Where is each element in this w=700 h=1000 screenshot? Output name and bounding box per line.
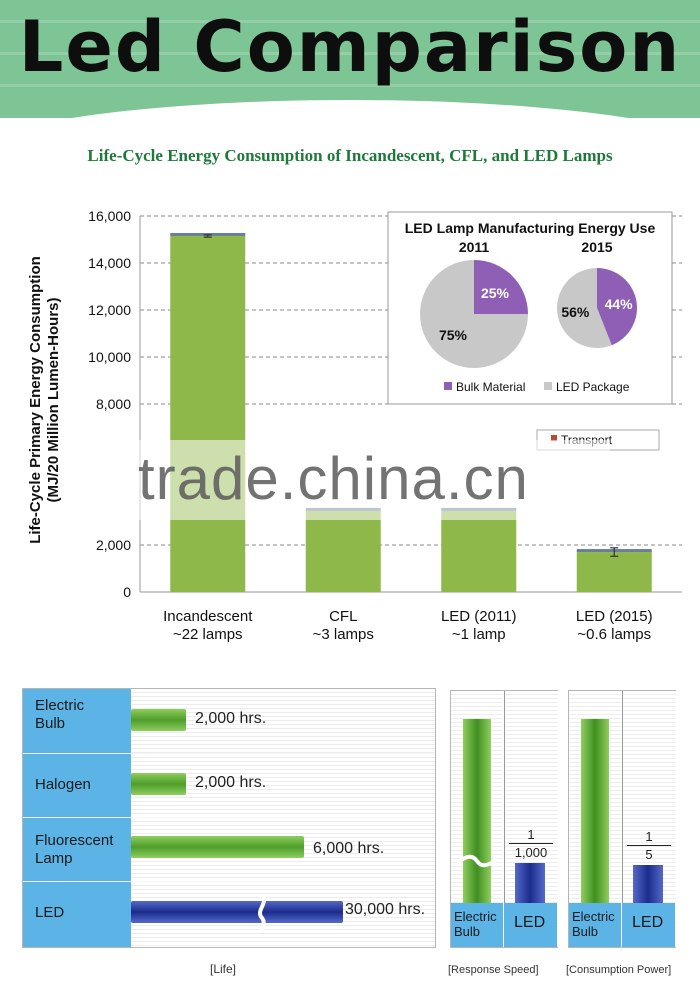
pie-slice <box>420 260 528 368</box>
life-value: 6,000 hrs. <box>313 840 385 857</box>
legend-label: Bulk Material <box>456 380 525 394</box>
title-banner: Led Comparison <box>0 0 700 118</box>
x-tick-label: LED (2011) <box>441 608 517 625</box>
axis-break-icon <box>258 894 266 932</box>
bar-label: LED <box>622 903 675 947</box>
life-bar <box>131 836 304 858</box>
watermark-band: trade.china.cn <box>90 440 610 520</box>
row-label: LED <box>23 882 131 947</box>
response-led-value: 1 1,000 <box>509 827 553 860</box>
y-axis-label-line2: (MJ/20 Million Lumen-Hours) <box>45 297 62 502</box>
inset-title: LED Lamp Manufacturing Energy Use <box>405 220 656 236</box>
x-tick-note: ~3 lamps <box>313 626 374 643</box>
pie-year: 2015 <box>581 239 612 255</box>
bar-label: LED <box>504 903 557 947</box>
pie-slice <box>474 260 528 314</box>
watermark-text: trade.china.cn <box>138 445 529 512</box>
life-bar <box>131 901 343 923</box>
axis-break-icon <box>457 854 497 868</box>
x-tick-label: Incandescent <box>163 608 253 625</box>
x-tick-note: ~1 lamp <box>452 626 506 643</box>
y-tick-label: 12,000 <box>88 302 131 318</box>
life-bar <box>131 773 186 795</box>
life-row: Halogen 2,000 hrs. <box>23 754 435 817</box>
bar <box>441 510 517 592</box>
legend-label: LED Package <box>556 380 630 394</box>
life-value: 30,000 hrs. <box>345 901 426 918</box>
x-tick-note: ~0.6 lamps <box>577 626 651 643</box>
x-tick-note: ~22 lamps <box>173 626 243 643</box>
y-axis-label: Life-Cycle Primary Energy Consumption <box>27 256 44 544</box>
chart-subtitle: Life-Cycle Energy Consumption of Incande… <box>87 146 613 165</box>
life-panel: Electric Bulb 2,000 hrs. Halogen 2,000 hr… <box>22 688 436 948</box>
x-tick-label: LED (2015) <box>576 608 653 625</box>
legend-swatch <box>551 435 557 441</box>
legend-swatch <box>544 382 552 390</box>
life-bar <box>131 709 186 731</box>
pie-slice-label: 44% <box>605 296 634 312</box>
bar-label: Electric Bulb <box>569 903 621 947</box>
power-bar-led <box>633 865 663 903</box>
life-caption: [Life] <box>210 962 237 976</box>
x-tick-label: CFL <box>329 608 357 625</box>
response-bar-bulb <box>463 719 491 903</box>
bar <box>170 235 246 592</box>
bar <box>305 510 381 592</box>
y-tick-label: 2,000 <box>96 537 131 553</box>
pie-slice-label: 56% <box>561 304 590 320</box>
y-tick-label: 16,000 <box>88 208 131 224</box>
pie-slice <box>557 268 612 348</box>
response-speed-panel: 1 1,000 Electric Bulb LED <box>450 690 558 948</box>
bar-label: Electric Bulb <box>451 903 503 947</box>
bar <box>576 552 652 592</box>
row-label: Electric Bulb <box>23 689 131 753</box>
power-caption: [Consumption Power] <box>566 964 672 976</box>
row-label: Fluorescent Lamp <box>23 818 131 881</box>
energy-chart: 16,000 14,000 12,000 10,000 8,000 2,000 0 Life-… <box>27 208 682 643</box>
pie-year: 2011 <box>459 239 490 255</box>
page-title: Led Comparison <box>18 6 682 88</box>
y-tick-label: 8,000 <box>96 396 131 412</box>
response-caption: [Response Speed] <box>448 964 539 976</box>
y-tick-label: 10,000 <box>88 349 131 365</box>
pie-slice <box>597 268 637 346</box>
life-row: Electric Bulb 2,000 hrs. <box>23 689 435 753</box>
response-bar-led <box>515 863 545 903</box>
y-tick-label: 14,000 <box>88 255 131 271</box>
row-label: Halogen <box>23 754 131 817</box>
power-bar-bulb <box>581 719 609 903</box>
y-tick-label: 0 <box>123 584 131 600</box>
life-value: 2,000 hrs. <box>195 710 267 727</box>
life-row: LED 30,000 hrs. <box>23 882 435 947</box>
pie-slice-label: 75% <box>439 327 468 343</box>
pie-slice-label: 25% <box>481 285 510 301</box>
life-row: Fluorescent Lamp 6,000 hrs. <box>23 818 435 881</box>
life-value: 2,000 hrs. <box>195 774 267 791</box>
legend-swatch <box>444 382 452 390</box>
